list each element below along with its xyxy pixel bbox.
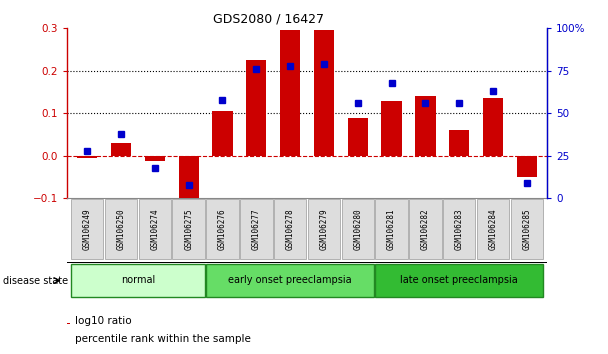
Bar (77, 156, 97, 158)
FancyBboxPatch shape (274, 200, 306, 259)
Bar (145, 156, 165, 161)
Text: log10 ratio: log10 ratio (75, 316, 132, 326)
FancyBboxPatch shape (173, 200, 205, 259)
Text: normal: normal (121, 275, 155, 285)
Bar (483, 98, 503, 156)
FancyBboxPatch shape (206, 264, 374, 297)
Text: percentile rank within the sample: percentile rank within the sample (75, 335, 251, 344)
Bar (449, 130, 469, 156)
Text: GSM106275: GSM106275 (184, 209, 193, 250)
FancyBboxPatch shape (375, 264, 543, 297)
Text: GSM106283: GSM106283 (455, 209, 464, 250)
FancyBboxPatch shape (375, 200, 408, 259)
FancyBboxPatch shape (206, 200, 239, 259)
Text: disease state: disease state (3, 275, 68, 286)
Bar (212, 111, 233, 156)
Bar (67, 323, 71, 324)
Text: GSM106280: GSM106280 (353, 209, 362, 250)
FancyBboxPatch shape (409, 200, 441, 259)
Bar (517, 156, 537, 177)
Text: early onset preeclampsia: early onset preeclampsia (229, 275, 352, 285)
FancyBboxPatch shape (71, 264, 205, 297)
Text: GSM106281: GSM106281 (387, 209, 396, 250)
FancyBboxPatch shape (71, 200, 103, 259)
Text: GSM106250: GSM106250 (117, 209, 125, 250)
FancyBboxPatch shape (105, 200, 137, 259)
Text: GSM106274: GSM106274 (150, 209, 159, 250)
Title: GDS2080 / 16427: GDS2080 / 16427 (213, 13, 324, 26)
Text: GSM106249: GSM106249 (83, 209, 92, 250)
Bar (179, 156, 199, 211)
Bar (381, 101, 402, 156)
Text: GSM106278: GSM106278 (286, 209, 295, 250)
Bar (111, 143, 131, 156)
FancyBboxPatch shape (443, 200, 475, 259)
Text: GSM106282: GSM106282 (421, 209, 430, 250)
FancyBboxPatch shape (308, 200, 340, 259)
Text: GSM106276: GSM106276 (218, 209, 227, 250)
Bar (314, 30, 334, 156)
Bar (246, 60, 266, 156)
Text: GSM106279: GSM106279 (319, 209, 328, 250)
Bar (280, 30, 300, 156)
FancyBboxPatch shape (139, 200, 171, 259)
Bar (415, 96, 435, 156)
Bar (348, 118, 368, 156)
FancyBboxPatch shape (342, 200, 374, 259)
Text: GSM106277: GSM106277 (252, 209, 261, 250)
Text: GSM106285: GSM106285 (522, 209, 531, 250)
FancyBboxPatch shape (477, 200, 510, 259)
FancyBboxPatch shape (511, 200, 543, 259)
Text: late onset preeclampsia: late onset preeclampsia (401, 275, 518, 285)
Text: GSM106284: GSM106284 (489, 209, 497, 250)
FancyBboxPatch shape (240, 200, 272, 259)
